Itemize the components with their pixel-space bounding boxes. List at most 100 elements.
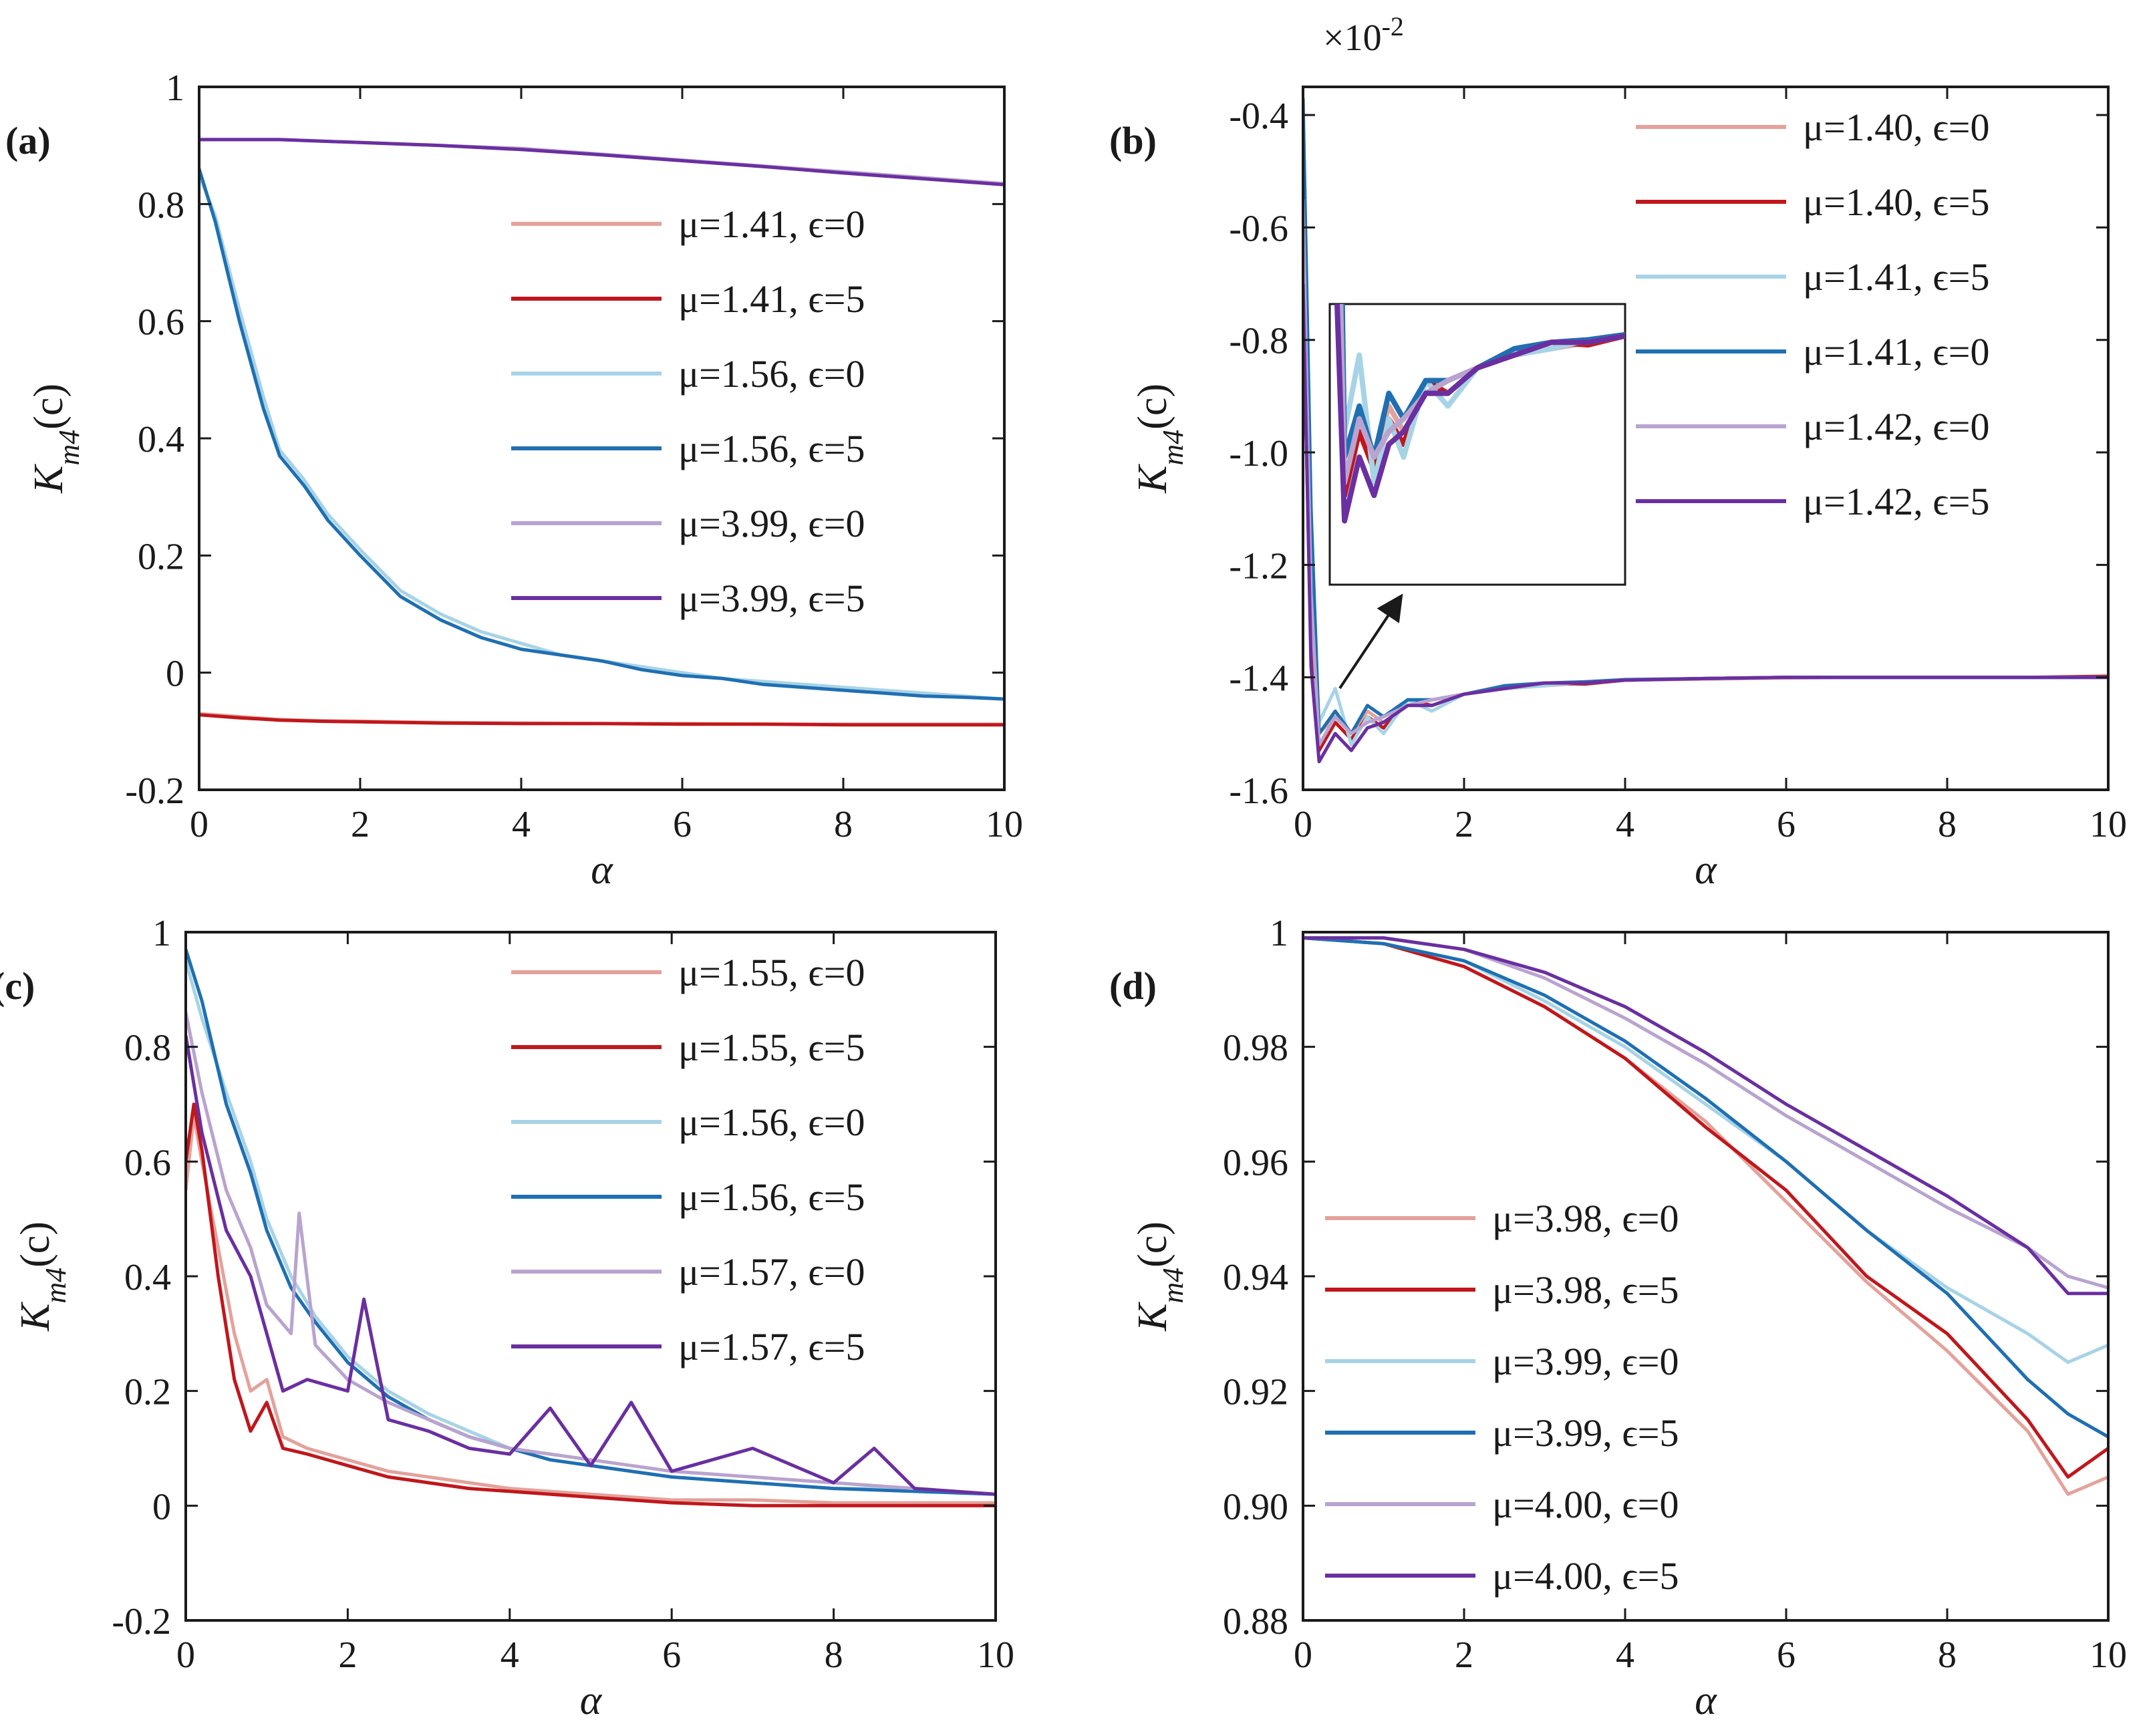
scale-factor-base: ×10: [1323, 17, 1382, 59]
legend-eps: ϵ=5: [808, 1325, 865, 1368]
legend-entry: μ=1.41, ϵ=5: [1803, 255, 1990, 299]
y-axis-label: Km4(c): [1130, 384, 1189, 494]
x-tick-label: 2: [338, 1634, 357, 1676]
legend-entry: μ=1.41, ϵ=5: [678, 277, 865, 321]
series-line: [199, 138, 1004, 186]
series-line: [1303, 936, 2108, 1496]
series-line: [1303, 936, 2108, 1479]
series-line: [1303, 936, 2108, 1364]
legend-entry: μ=1.56, ϵ=5: [678, 427, 865, 470]
legend-eps: ϵ=0: [1932, 330, 1989, 374]
y-tick-label: 0.8: [124, 1028, 171, 1069]
y-axis-label-main: K: [1130, 1301, 1175, 1332]
legend-mu: μ=1.40,: [1803, 106, 1932, 149]
y-axis-label-rest: (c): [1130, 384, 1175, 430]
legend-eps: ϵ=0: [1932, 405, 1989, 448]
legend-entry: μ=1.42, ϵ=5: [1803, 480, 1990, 523]
panel-1: 0 2 4 6 8 10 -1.6 -1.4 -1.2 -1.0 -0.8 -0.6 -0.4 (b) α K…: [1109, 11, 2127, 893]
legend-eps: ϵ=0: [808, 1101, 865, 1144]
x-axis-label: α: [591, 847, 613, 893]
panel-0: 0 2 4 6 8 10-0.200.20.40.60.81(a)αKm4(c)μ=1.4…: [5, 67, 1023, 893]
y-tick-label: 0.96: [1223, 1142, 1288, 1183]
legend-eps: ϵ=5: [1622, 1554, 1679, 1598]
x-tick-label: 8: [1938, 804, 1957, 845]
legend-eps: ϵ=5: [808, 577, 865, 620]
legend-mu: μ=1.41,: [1803, 255, 1932, 299]
series-group: [1303, 98, 2108, 764]
y-tick-label: 0: [166, 654, 184, 695]
legend: μ=1.40, ϵ=0μ=1.40, ϵ=5μ=1.41, ϵ=5μ=1.41,…: [1636, 106, 1990, 523]
y-tick-label: -0.2: [112, 1601, 171, 1642]
legend-eps: ϵ=5: [1622, 1411, 1679, 1455]
legend-mu: μ=3.99,: [678, 502, 808, 545]
legend-entry: μ=1.57, ϵ=0: [678, 1250, 865, 1294]
scale-factor-exponent: -2: [1382, 11, 1404, 41]
y-tick-label: -0.4: [1229, 96, 1288, 137]
x-tick-label: 4: [1616, 804, 1634, 845]
legend-entry: μ=1.55, ϵ=5: [678, 1026, 865, 1069]
inset-series-group: [1334, 304, 1625, 524]
x-tick-label: 10: [986, 804, 1023, 845]
y-tick-label: 0.8: [138, 184, 184, 226]
legend-entry: μ=1.56, ϵ=0: [678, 1101, 865, 1144]
legend-mu: μ=3.99,: [1492, 1340, 1622, 1383]
legend-eps: ϵ=5: [808, 1026, 865, 1069]
x-axis-label: α: [1695, 1678, 1717, 1723]
y-axis-label-main: K: [13, 1301, 58, 1332]
legend-mu: μ=1.55,: [678, 1026, 808, 1069]
x-tick-label: 0: [1294, 1634, 1312, 1676]
y-axis-label: Km4(c): [1130, 1221, 1189, 1332]
legend-mu: μ=1.40,: [1803, 180, 1932, 224]
x-tick-label: 10: [2090, 1634, 2127, 1676]
legend-eps: ϵ=0: [808, 1250, 865, 1294]
x-axis-label: α: [1695, 847, 1717, 893]
legend-eps: ϵ=5: [1932, 255, 1989, 299]
y-tick-label: -0.2: [125, 770, 184, 812]
y-tick-label: 0.2: [124, 1372, 171, 1413]
y-tick-label: 1: [1270, 913, 1288, 954]
series-line: [199, 713, 1004, 727]
legend-eps: ϵ=0: [808, 352, 865, 396]
legend: μ=1.55, ϵ=0μ=1.55, ϵ=5μ=1.56, ϵ=0μ=1.56,…: [511, 951, 865, 1368]
legend-entry: μ=1.42, ϵ=0: [1803, 405, 1990, 448]
series-group: [1303, 936, 2108, 1496]
legend-mu: μ=1.41,: [678, 277, 808, 321]
y-axis-label: Km4(c): [13, 1221, 72, 1332]
series-line: [1303, 936, 2108, 1290]
x-tick-label: 2: [1455, 1634, 1473, 1676]
y-tick-label: 0.88: [1223, 1601, 1288, 1642]
legend-eps: ϵ=0: [1622, 1483, 1679, 1526]
y-axis-label-sub: m4: [1157, 430, 1189, 466]
panel-label: (d): [1109, 964, 1157, 1008]
y-axis-label-sub: m4: [1157, 1268, 1189, 1304]
legend-mu: μ=1.41,: [678, 202, 808, 246]
legend-mu: μ=1.42,: [1803, 405, 1932, 448]
legend-eps: ϵ=0: [1622, 1340, 1679, 1383]
legend-mu: μ=1.42,: [1803, 480, 1932, 523]
y-tick-label: 0.4: [124, 1257, 171, 1298]
y-axis-label-sub: m4: [39, 1268, 72, 1304]
x-tick-label: 0: [176, 1634, 195, 1676]
legend: μ=1.41, ϵ=0μ=1.41, ϵ=5μ=1.56, ϵ=0μ=1.56,…: [511, 202, 865, 620]
legend-mu: μ=3.99,: [678, 577, 808, 620]
legend-eps: ϵ=0: [1622, 1197, 1679, 1240]
y-tick-label: 0.94: [1223, 1257, 1288, 1298]
inset-arrow: [1338, 593, 1403, 690]
series-line: [186, 949, 996, 1496]
y-tick-label: 0.4: [138, 419, 184, 460]
series-line: [186, 960, 996, 1496]
x-tick-label: 8: [834, 804, 853, 845]
y-tick-label: 0.98: [1223, 1028, 1288, 1069]
panel-label: (b): [1109, 119, 1157, 162]
x-tick-label: 6: [1777, 804, 1795, 845]
x-tick-label: 8: [825, 1634, 843, 1676]
series-line: [186, 1103, 996, 1507]
legend-eps: ϵ=5: [808, 427, 865, 470]
x-tick-label: 8: [1938, 1634, 1957, 1676]
y-axis-label-main: K: [1130, 463, 1175, 494]
legend-entry: μ=3.98, ϵ=5: [1492, 1268, 1679, 1312]
legend-eps: ϵ=5: [1932, 480, 1989, 523]
x-tick-label: 6: [673, 804, 692, 845]
series-line: [186, 1035, 996, 1496]
